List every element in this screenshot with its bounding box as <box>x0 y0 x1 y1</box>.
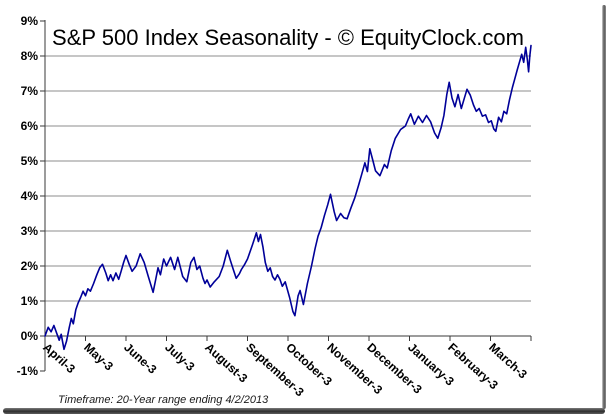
timeframe-note: Timeframe: 20-Year range ending 4/2/2013 <box>58 394 269 406</box>
y-axis-label: 0% <box>20 329 38 343</box>
y-axis-label: 9% <box>20 14 38 28</box>
y-axis-label: 3% <box>20 224 38 238</box>
y-axis-label: 7% <box>20 84 38 98</box>
y-axis-label: 8% <box>20 49 38 63</box>
y-axis-label: 4% <box>20 189 38 203</box>
y-axis-label: -1% <box>16 364 38 378</box>
chart-title: S&P 500 Index Seasonality - © EquityCloc… <box>52 25 524 50</box>
right-shadow-decoration <box>602 5 606 409</box>
y-axis-label: 1% <box>20 294 38 308</box>
series-line <box>44 44 532 351</box>
y-axis-label: 6% <box>20 119 38 133</box>
y-axis-label: 2% <box>20 259 38 273</box>
bottom-shadow-decoration <box>3 408 605 414</box>
y-axis-label: 5% <box>20 154 38 168</box>
